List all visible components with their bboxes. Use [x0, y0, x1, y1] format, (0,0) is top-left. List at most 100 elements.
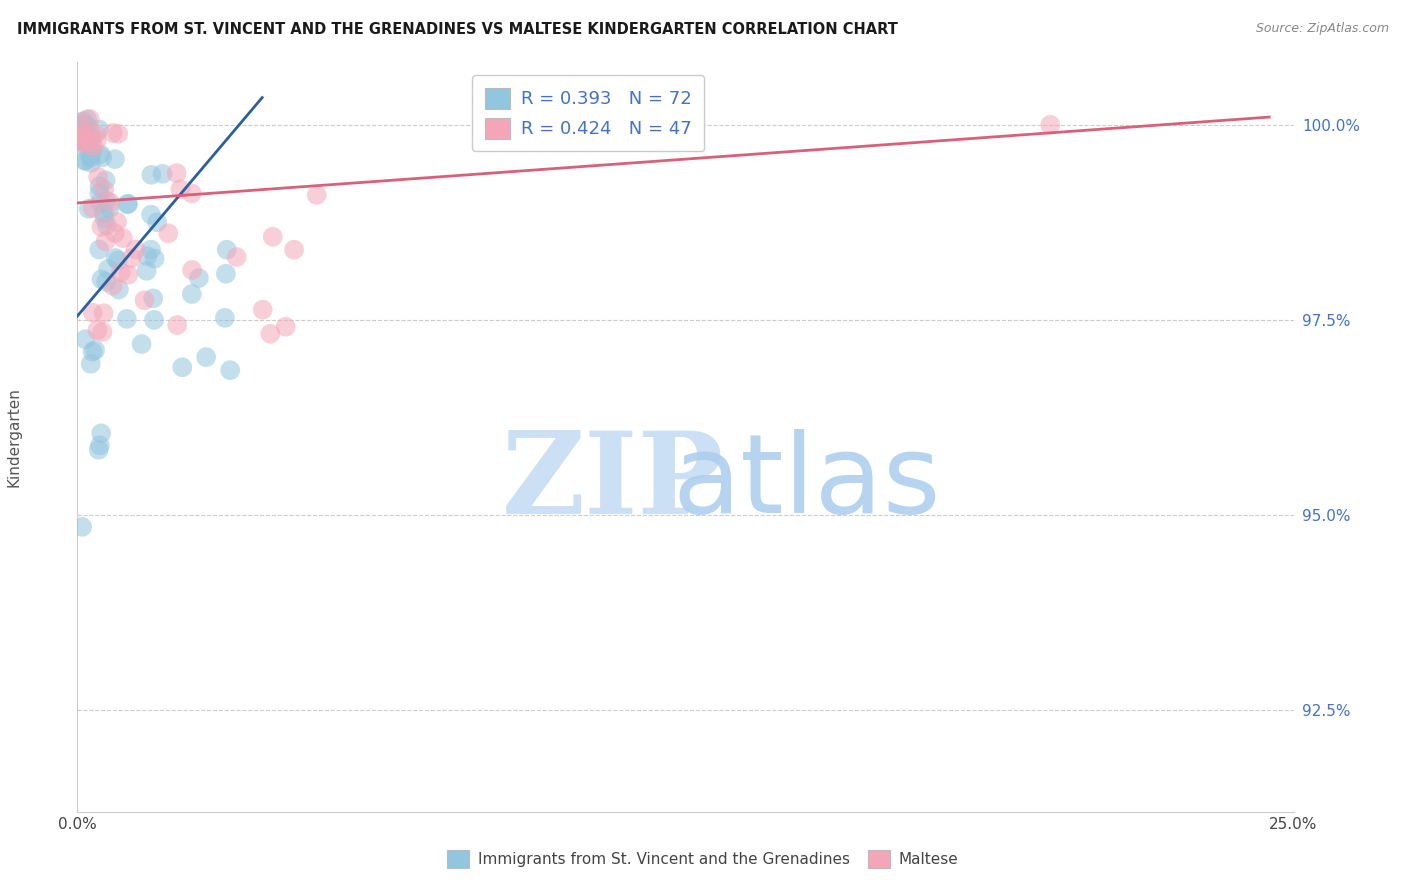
Point [180, 287, 202, 301]
Point [75, 121, 97, 136]
Point [110, 265, 132, 279]
Point [91, 150, 114, 164]
Point [79, 112, 101, 126]
Point [94, 173, 117, 187]
Point [124, 243, 146, 257]
Point [142, 291, 165, 305]
Point [146, 215, 169, 229]
Point [195, 350, 218, 364]
Point [72, 131, 94, 145]
Point [83, 140, 105, 154]
Point [98, 201, 121, 215]
Point [82, 306, 104, 320]
Point [75, 123, 97, 137]
Point [76, 112, 98, 127]
Point [84, 127, 107, 141]
Point [94, 235, 117, 249]
Point [117, 268, 139, 282]
Point [1039, 118, 1062, 132]
Point [305, 188, 328, 202]
Point [72, 134, 94, 148]
Point [101, 278, 124, 293]
Text: Source: ZipAtlas.com: Source: ZipAtlas.com [1256, 22, 1389, 36]
Point [172, 360, 194, 375]
Point [157, 227, 180, 241]
Point [96, 218, 118, 232]
Point [225, 250, 247, 264]
Point [90, 219, 112, 234]
Point [70, 520, 93, 534]
Text: ZIP: ZIP [502, 426, 724, 538]
Point [69, 120, 91, 135]
Point [87, 169, 110, 184]
Point [117, 197, 139, 211]
Point [181, 263, 204, 277]
Point [96, 194, 118, 208]
Point [80, 155, 103, 169]
Point [75, 332, 97, 346]
Point [73, 118, 96, 132]
Point [93, 206, 115, 220]
Point [70, 131, 93, 145]
Point [143, 252, 166, 266]
Point [72, 114, 94, 128]
Point [111, 231, 134, 245]
Point [90, 426, 112, 441]
Point [215, 243, 238, 257]
Point [180, 186, 202, 201]
Point [94, 275, 117, 289]
Point [69, 125, 91, 139]
Point [131, 337, 153, 351]
Point [97, 262, 120, 277]
Point [139, 243, 162, 257]
Point [98, 195, 121, 210]
Point [93, 306, 115, 320]
Point [77, 120, 100, 134]
Point [262, 229, 284, 244]
Point [143, 313, 166, 327]
Point [121, 251, 143, 265]
Point [69, 115, 91, 129]
Point [90, 272, 112, 286]
Point [105, 215, 128, 229]
Point [107, 127, 129, 141]
Y-axis label: Kindergarten: Kindergarten [7, 387, 21, 487]
Point [107, 253, 129, 268]
Point [84, 343, 107, 357]
Point [89, 147, 111, 161]
Point [89, 438, 111, 452]
Point [86, 134, 108, 148]
Text: atlas: atlas [673, 428, 941, 535]
Point [77, 136, 100, 150]
Point [91, 325, 114, 339]
Point [134, 293, 156, 308]
Point [80, 131, 103, 145]
Point [73, 153, 96, 168]
Point [104, 152, 127, 166]
Point [75, 153, 97, 168]
Point [169, 182, 191, 196]
Point [69, 130, 91, 145]
Point [115, 311, 138, 326]
Point [214, 310, 236, 325]
Point [166, 166, 188, 180]
Point [73, 135, 96, 149]
Point [187, 271, 209, 285]
Point [139, 208, 162, 222]
Point [283, 243, 305, 257]
Point [152, 167, 174, 181]
Point [72, 134, 94, 148]
Point [70, 136, 93, 151]
Point [89, 243, 111, 257]
Legend: Immigrants from St. Vincent and the Grenadines, Maltese: Immigrants from St. Vincent and the Gren… [441, 844, 965, 873]
Point [117, 196, 139, 211]
Point [82, 201, 104, 215]
Point [87, 122, 110, 136]
Point [82, 344, 104, 359]
Point [82, 145, 104, 159]
Point [104, 226, 127, 240]
Point [79, 148, 101, 162]
Point [77, 202, 100, 216]
Point [77, 135, 100, 149]
Point [141, 168, 163, 182]
